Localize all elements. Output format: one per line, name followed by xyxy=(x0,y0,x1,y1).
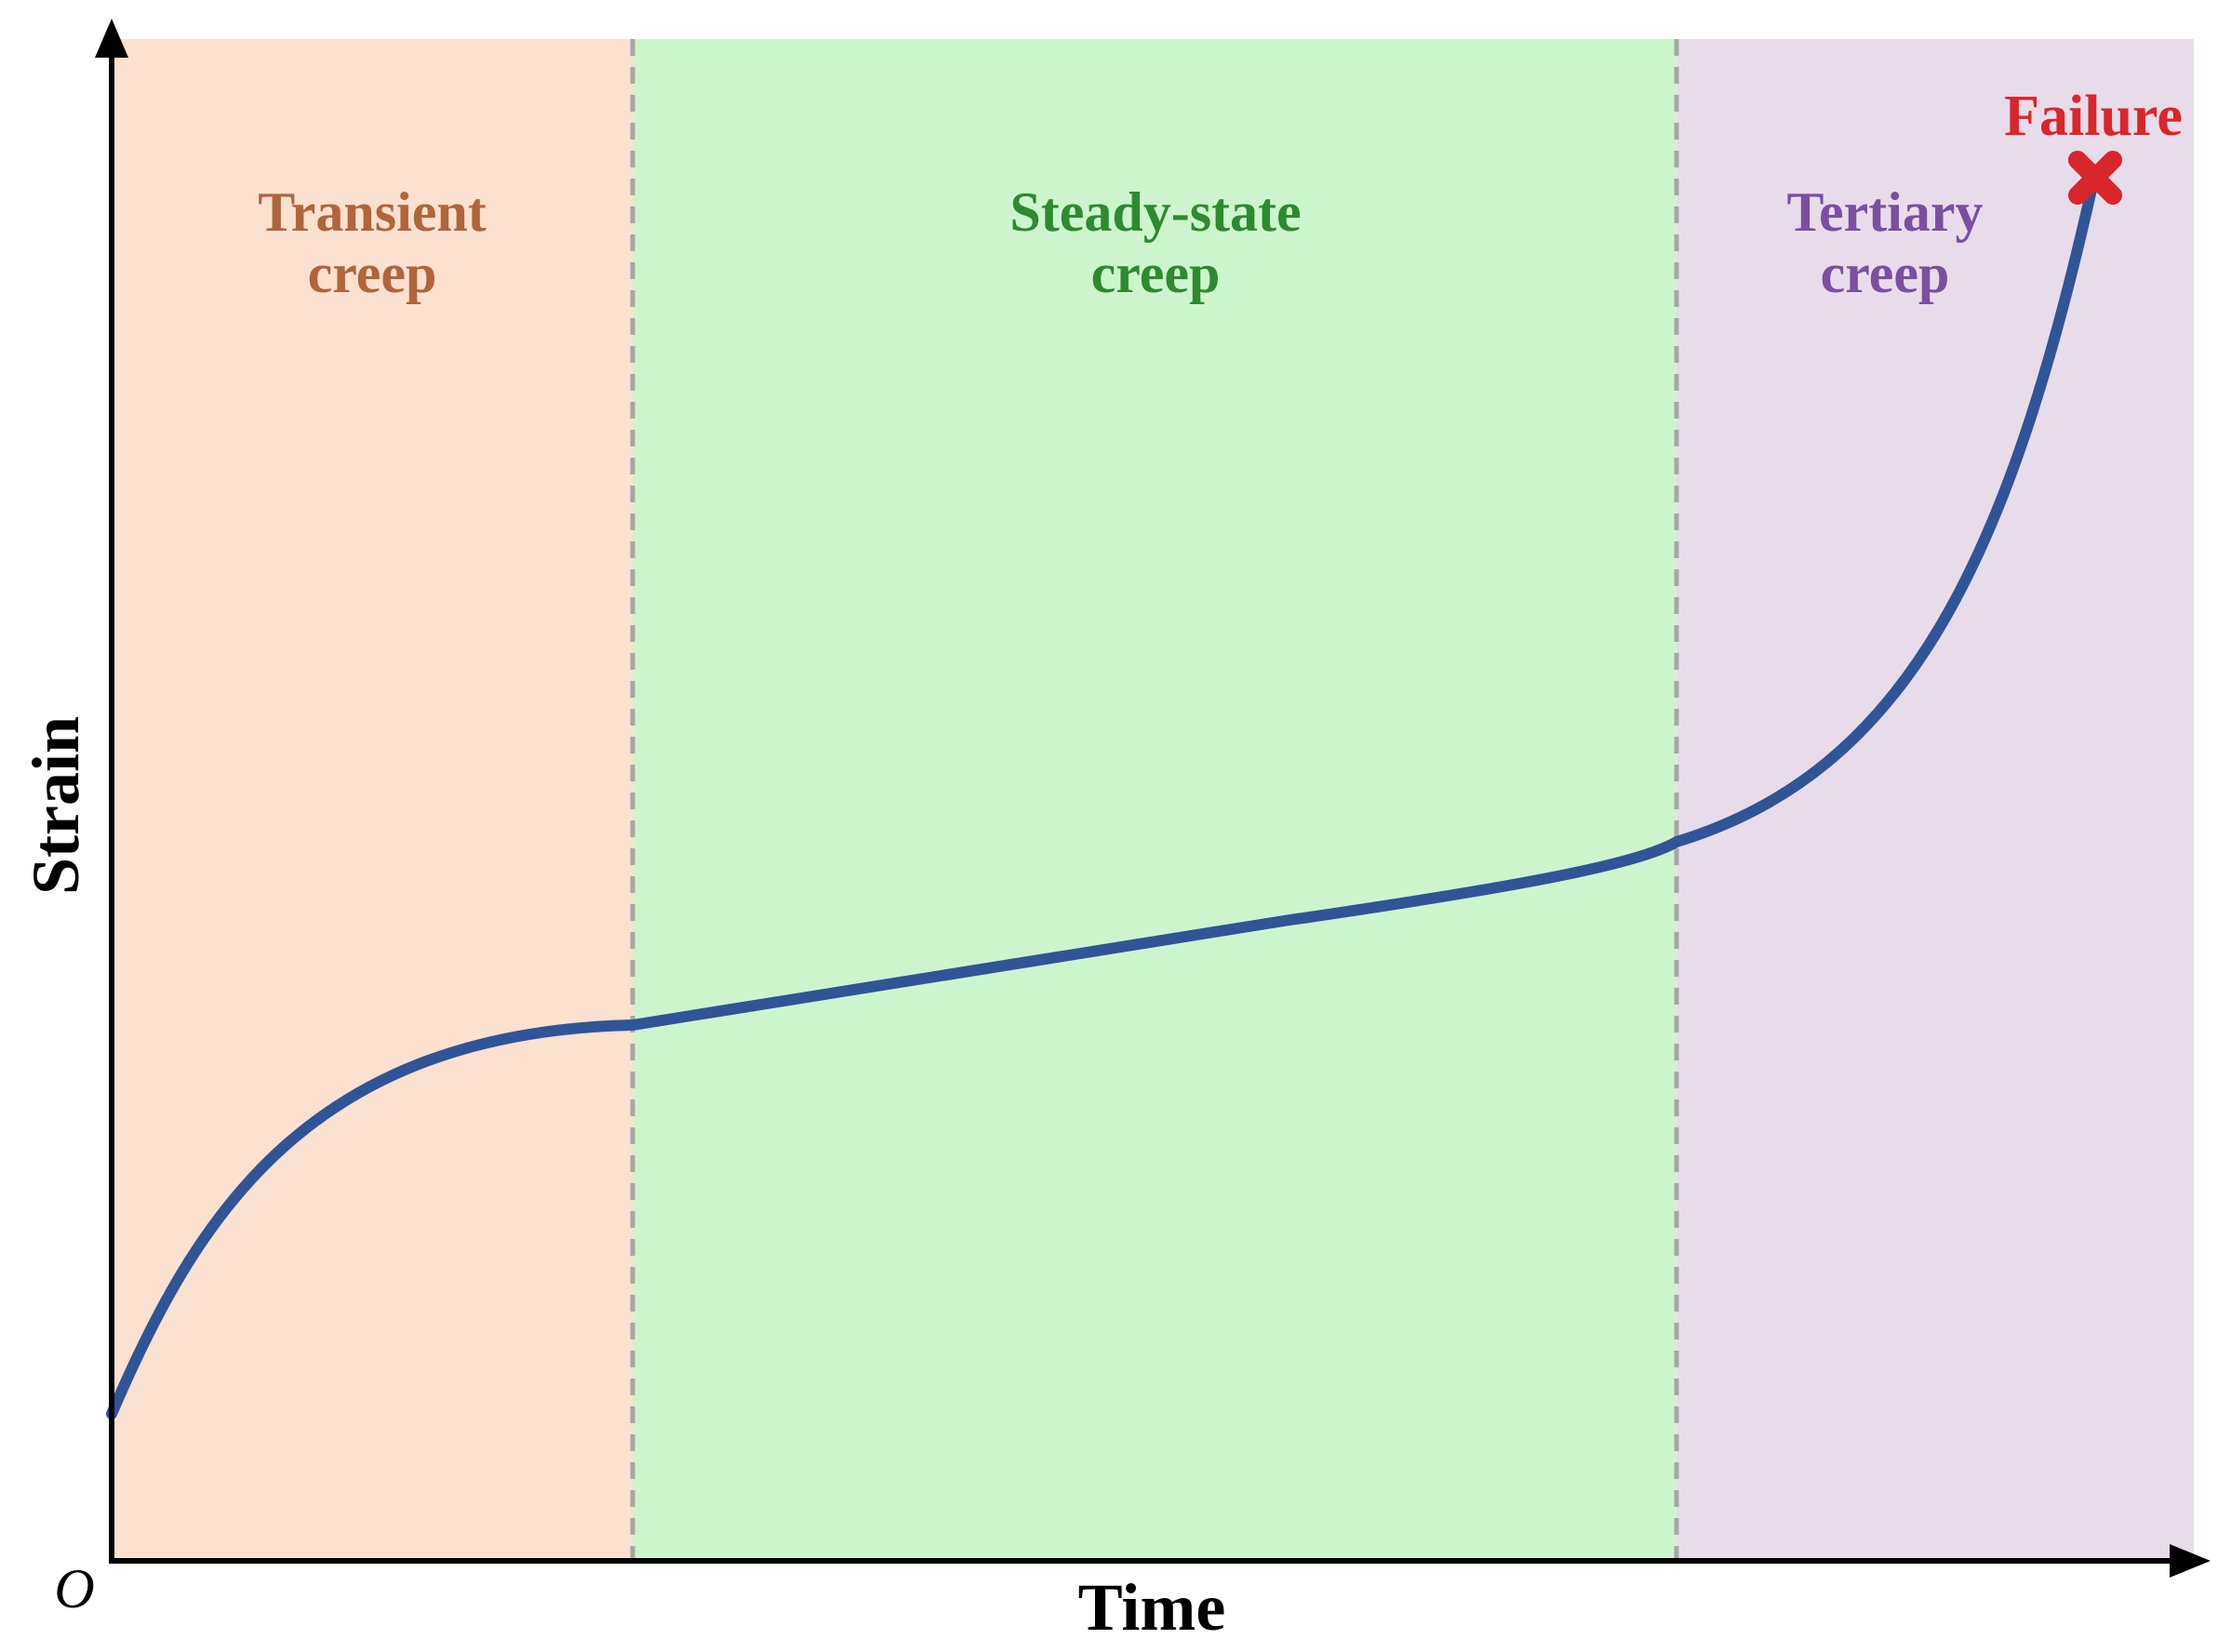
y-axis-label: Strain xyxy=(19,716,93,895)
y-axis-arrow-icon xyxy=(95,19,128,58)
stage-transient-label-line2: creep xyxy=(308,243,437,304)
x-axis-label: Time xyxy=(1078,1570,1226,1645)
failure-label: Failure xyxy=(2004,85,2183,148)
x-axis-arrow-icon xyxy=(2170,1544,2211,1578)
stage-tertiary-label-line1: Tertiary xyxy=(1786,181,1983,243)
stage-steady-label-line1: Steady-state xyxy=(1009,181,1301,243)
creep-curve xyxy=(106,176,2099,1419)
stage-transient-label-line1: Transient xyxy=(258,181,487,243)
failure-marker-icon xyxy=(2068,151,2122,205)
stage-tertiary-label-line2: creep xyxy=(1821,243,1950,304)
stage-transient-band xyxy=(112,39,633,1561)
origin-label: O xyxy=(54,1558,94,1619)
stage-steady-label-line2: creep xyxy=(1091,243,1221,304)
stage-steady-band xyxy=(633,39,1677,1561)
